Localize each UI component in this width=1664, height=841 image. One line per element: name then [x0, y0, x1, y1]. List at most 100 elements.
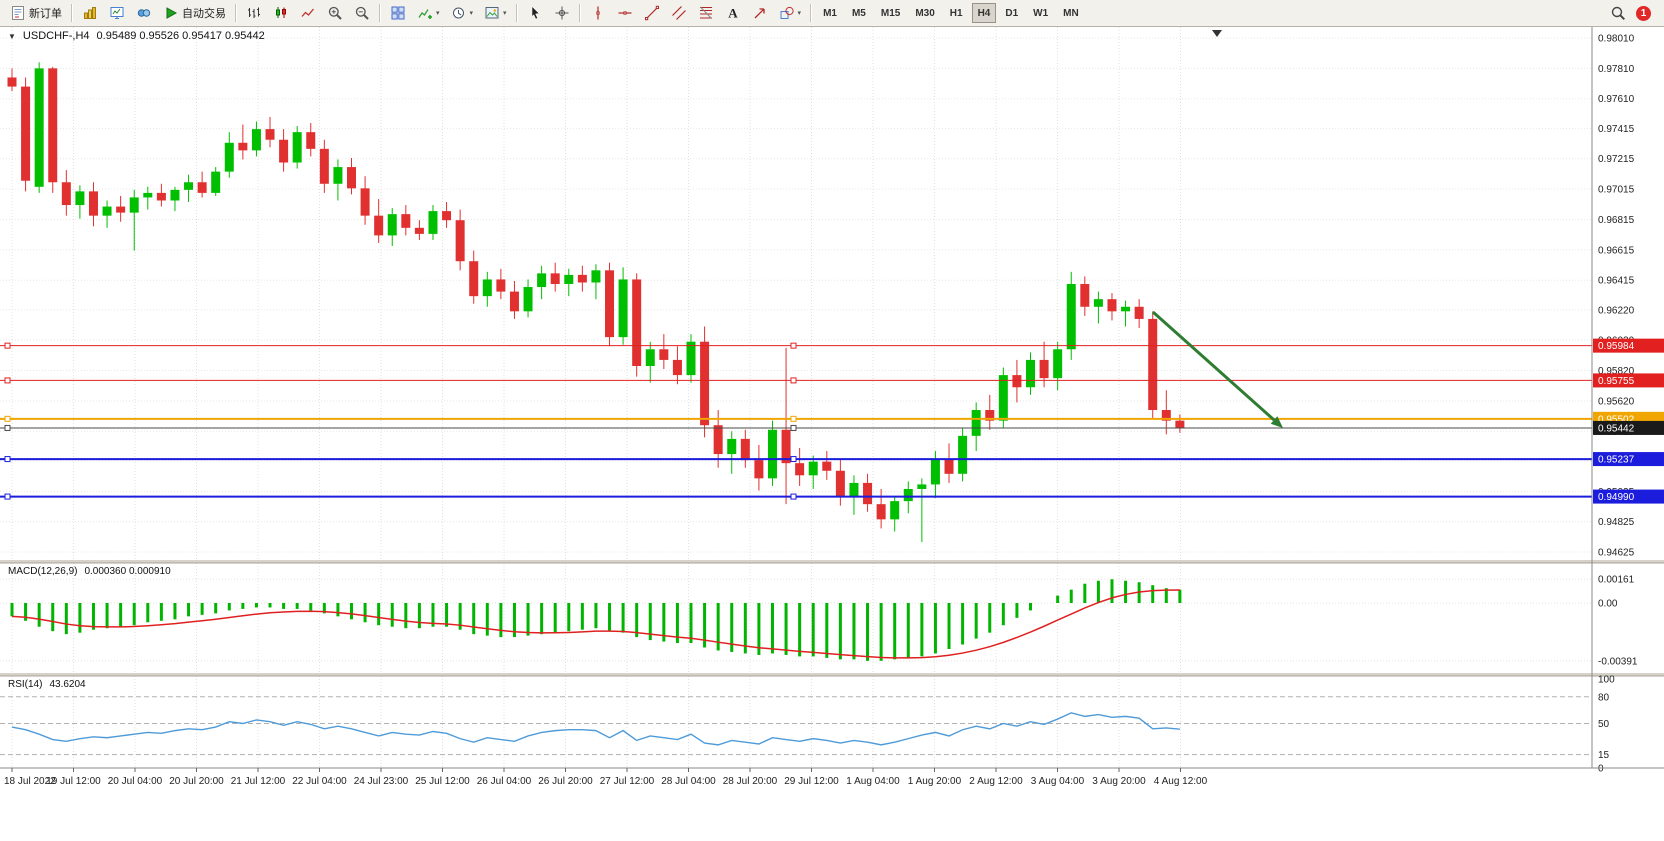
svg-text:28 Jul 20:00: 28 Jul 20:00 — [723, 776, 778, 787]
chart-window: 0.98010 0.97810 0.97610 0.97415 0.97215 0.970… — [0, 27, 1664, 841]
svg-text:1 Aug 20:00: 1 Aug 20:00 — [908, 776, 962, 787]
arrow-label-icon — [752, 5, 768, 21]
navigator-icon — [136, 5, 152, 21]
macd-panel: 0.00161 0.00 -0.00391 — [0, 575, 1638, 668]
cursor-button[interactable] — [522, 2, 548, 24]
svg-text:0.94825: 0.94825 — [1598, 517, 1635, 528]
bar-chart-button[interactable] — [241, 2, 267, 24]
svg-text:26 Jul 20:00: 26 Jul 20:00 — [538, 776, 593, 787]
svg-text:3 Aug 20:00: 3 Aug 20:00 — [1092, 776, 1146, 787]
svg-text:0.94990: 0.94990 — [1598, 492, 1635, 503]
svg-text:20 Jul 20:00: 20 Jul 20:00 — [169, 776, 224, 787]
rsi-line — [11, 712, 1180, 746]
bar-chart-icon — [246, 5, 262, 21]
cursor-icon — [527, 5, 543, 21]
tile-windows-button[interactable] — [385, 2, 411, 24]
svg-text:0.00: 0.00 — [1598, 599, 1618, 610]
horizontal-line-button[interactable] — [612, 2, 638, 24]
line-chart-button[interactable] — [295, 2, 321, 24]
svg-text:0.97415: 0.97415 — [1598, 124, 1635, 135]
vertical-line-icon — [590, 5, 606, 21]
scroll-marker-icon — [1212, 30, 1222, 37]
new-order-button[interactable]: 新订单 — [5, 2, 67, 24]
autotrading-play-icon — [163, 5, 179, 21]
timeframe-m30-button[interactable]: M30 — [909, 3, 940, 23]
periods-icon — [451, 5, 467, 21]
svg-text:24 Jul 23:00: 24 Jul 23:00 — [354, 776, 409, 787]
trendline-button[interactable] — [639, 2, 665, 24]
candlestick-chart-button[interactable] — [268, 2, 294, 24]
svg-text:21 Jul 12:00: 21 Jul 12:00 — [231, 776, 286, 787]
svg-text:0.97810: 0.97810 — [1598, 64, 1635, 75]
trend-arrow-annotation[interactable] — [1152, 310, 1283, 428]
svg-text:1 Aug 04:00: 1 Aug 04:00 — [846, 776, 900, 787]
svg-text:0.95620: 0.95620 — [1598, 396, 1635, 407]
arrow-label-button[interactable] — [747, 2, 773, 24]
svg-text:50: 50 — [1598, 719, 1610, 730]
svg-text:0.00161: 0.00161 — [1598, 575, 1635, 586]
svg-text:2 Aug 12:00: 2 Aug 12:00 — [969, 776, 1023, 787]
timeframe-m15-button[interactable]: M15 — [875, 3, 906, 23]
line-chart-icon — [300, 5, 316, 21]
svg-text:18 Jul 2022: 18 Jul 2022 — [4, 776, 56, 787]
shapes-icon — [779, 5, 795, 21]
shapes-button[interactable]: ▾ — [774, 2, 807, 24]
collapse-chart-icon[interactable]: ▼ — [8, 31, 16, 41]
svg-text:26 Jul 04:00: 26 Jul 04:00 — [477, 776, 532, 787]
svg-text:0.97215: 0.97215 — [1598, 154, 1635, 165]
timeframe-w1-button[interactable]: W1 — [1027, 3, 1054, 23]
svg-text:15: 15 — [1598, 750, 1610, 761]
chevron-down-icon: ▾ — [436, 10, 440, 17]
rsi-panel: 100 80 50 15 0 — [0, 675, 1615, 775]
svg-text:0.95442: 0.95442 — [1598, 423, 1635, 434]
fibonacci-button[interactable] — [693, 2, 719, 24]
new-chart-button[interactable] — [77, 2, 103, 24]
crosshair-button[interactable] — [549, 2, 575, 24]
zoom-out-button[interactable] — [349, 2, 375, 24]
periods-button[interactable]: ▾ — [446, 2, 479, 24]
toolbar-separator — [515, 4, 518, 22]
horizontal-line-icon — [617, 5, 633, 21]
zoom-out-icon — [354, 5, 370, 21]
timeframe-d1-button[interactable]: D1 — [999, 3, 1024, 23]
text-button[interactable] — [720, 2, 746, 24]
toolbar-separator — [235, 4, 237, 22]
svg-text:4 Aug 12:00: 4 Aug 12:00 — [1154, 776, 1208, 787]
svg-text:100: 100 — [1598, 675, 1615, 686]
new-chart-icon — [82, 5, 98, 21]
toolbar-separator — [578, 4, 581, 22]
timeframe-h4-button[interactable]: H4 — [971, 3, 997, 23]
channel-icon — [671, 5, 687, 21]
channel-button[interactable] — [666, 2, 692, 24]
svg-text:28 Jul 04:00: 28 Jul 04:00 — [661, 776, 716, 787]
zoom-in-button[interactable] — [322, 2, 348, 24]
svg-text:0.95237: 0.95237 — [1598, 455, 1635, 466]
autotrading-button[interactable]: 自动交易 — [158, 2, 231, 24]
svg-text:80: 80 — [1598, 692, 1610, 703]
timeframe-mn-button[interactable]: MN — [1057, 3, 1085, 23]
svg-text:19 Jul 12:00: 19 Jul 12:00 — [46, 776, 101, 787]
vertical-line-button[interactable] — [585, 2, 611, 24]
notification-badge[interactable]: 1 — [1636, 5, 1651, 21]
svg-text:0.96815: 0.96815 — [1598, 215, 1635, 226]
tile-windows-icon — [390, 5, 406, 21]
timeframe-m5-button[interactable]: M5 — [846, 3, 872, 23]
indicators-icon — [417, 5, 433, 21]
navigator-button[interactable] — [131, 2, 157, 24]
chart-canvas[interactable]: 0.98010 0.97810 0.97610 0.97415 0.97215 0.970… — [0, 27, 1664, 841]
search-icon — [1610, 5, 1626, 21]
timeframe-h1-button[interactable]: H1 — [944, 3, 969, 23]
svg-text:0.95984: 0.95984 — [1598, 341, 1635, 352]
svg-text:29 Jul 12:00: 29 Jul 12:00 — [784, 776, 839, 787]
svg-text:0.94625: 0.94625 — [1598, 548, 1635, 559]
svg-text:0.96220: 0.96220 — [1598, 305, 1635, 316]
timeframe-m1-button[interactable]: M1 — [817, 3, 843, 23]
market-watch-button[interactable] — [104, 2, 130, 24]
svg-text:0.96415: 0.96415 — [1598, 276, 1635, 287]
chevron-down-icon: ▾ — [503, 10, 507, 17]
indicators-button[interactable]: ▾ — [412, 2, 445, 24]
templates-icon — [484, 5, 500, 21]
templates-button[interactable]: ▾ — [479, 2, 512, 24]
search-button[interactable] — [1605, 2, 1631, 24]
